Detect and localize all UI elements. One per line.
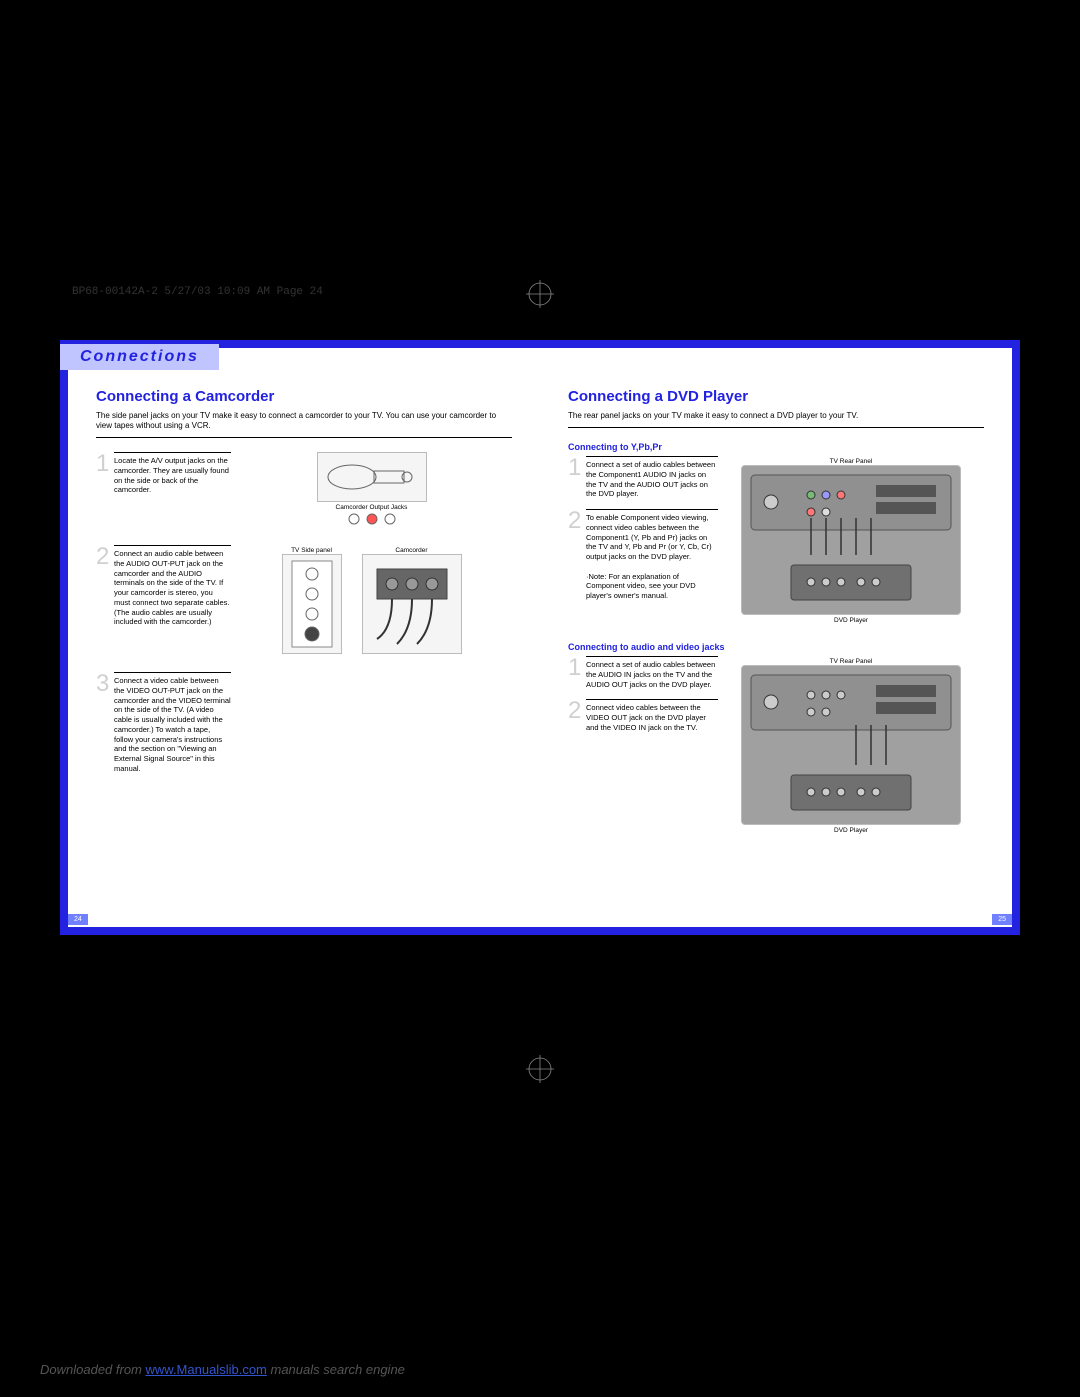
subheading-av: Connecting to audio and video jacks [568, 642, 984, 652]
diagram-label: TV Side panel [291, 547, 332, 554]
step-number: 1 [96, 452, 114, 527]
footer-prefix: Downloaded from [40, 1362, 146, 1377]
step-number: 2 [568, 509, 586, 601]
right-page: Connecting a DVD Player The rear panel j… [540, 378, 1012, 927]
step-number: 1 [568, 656, 586, 689]
page-columns: Connecting a Camcorder The side panel ja… [68, 348, 1012, 927]
left-intro: The side panel jacks on your TV make it … [96, 411, 512, 438]
section-title: Connections [80, 348, 199, 365]
camcorder-diagram: Camcorder Output Jacks [231, 452, 512, 527]
diagram-label: Camcorder Output Jacks [336, 504, 408, 511]
step-row: 1 Connect a set of audio cables between … [568, 456, 984, 624]
footer-suffix: manuals search engine [267, 1362, 405, 1377]
camcorder-connectors-illustration [362, 554, 462, 654]
page-number-right: 25 [992, 914, 1012, 925]
subheading-component: Connecting to Y,Pb,Pr [568, 442, 984, 452]
page-number-left: 24 [68, 914, 88, 925]
right-title: Connecting a DVD Player [568, 388, 984, 405]
step-number: 2 [568, 699, 586, 732]
step-row: 3 Connect a video cable between the VIDE… [96, 672, 512, 774]
tv-rear-panel-illustration-2 [741, 665, 961, 825]
section-tab: Connections [60, 344, 219, 370]
left-title: Connecting a Camcorder [96, 388, 512, 405]
camcorder-illustration [317, 452, 427, 502]
step-text: Connect an audio cable between the AUDIO… [114, 545, 231, 654]
manual-page-spread: Connections Connecting a Camcorder The s… [60, 340, 1020, 935]
left-page: Connecting a Camcorder The side panel ja… [68, 378, 540, 927]
rear-panel-diagram-a: TV Rear Panel [718, 456, 984, 624]
step-left: 2 Connect an audio cable between the AUD… [96, 545, 231, 654]
step-text: To enable Component video viewing, conne… [586, 509, 718, 601]
connection-diagram: TV Side panel [231, 545, 512, 654]
tv-rear-panel-illustration [741, 465, 961, 615]
step-left: 3 Connect a video cable between the VIDE… [96, 672, 231, 774]
step-text: Connect a set of audio cables between th… [586, 656, 718, 689]
step-left: 1 Locate the A/V output jacks on the cam… [96, 452, 231, 527]
footer-link[interactable]: www.Manualslib.com [146, 1362, 267, 1377]
diagram-label: Camcorder [395, 547, 427, 554]
step-text: Locate the A/V output jacks on the camco… [114, 452, 231, 527]
output-jacks-icon [342, 511, 402, 527]
right-intro: The rear panel jacks on your TV make it … [568, 411, 984, 428]
diagram-label: TV Rear Panel [830, 458, 873, 465]
rear-panel-diagram-b: TV Rear Panel [718, 656, 984, 834]
crop-mark-bottom [526, 1055, 554, 1088]
step-row: 1 Locate the A/V output jacks on the cam… [96, 452, 512, 527]
step-text: Connect video cables between the VIDEO O… [586, 699, 718, 732]
diagram-label: DVD Player [834, 827, 868, 834]
step-row: 1 Connect a set of audio cables between … [568, 656, 984, 834]
print-header: BP68-00142A-2 5/27/03 10:09 AM Page 24 [72, 286, 323, 298]
crop-mark-top [526, 280, 554, 313]
step-text: Connect a video cable between the VIDEO … [114, 672, 231, 774]
step-number: 2 [96, 545, 114, 654]
step-text: Connect a set of audio cables between th… [586, 456, 718, 499]
diagram-label: DVD Player [834, 617, 868, 624]
step-number: 3 [96, 672, 114, 774]
step-number: 1 [568, 456, 586, 499]
step-row: 2 Connect an audio cable between the AUD… [96, 545, 512, 654]
page-footer: Downloaded from www.Manualslib.com manua… [40, 1362, 405, 1377]
diagram-label: TV Rear Panel [830, 658, 873, 665]
tv-side-panel-illustration [282, 554, 342, 654]
empty-diagram [231, 672, 512, 774]
